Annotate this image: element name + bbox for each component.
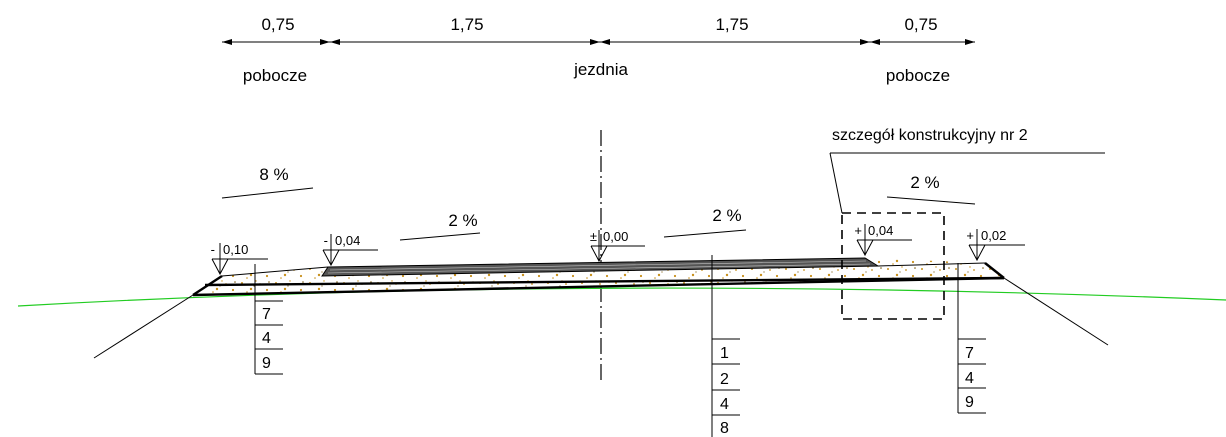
- zone-label-left: pobocze: [243, 66, 307, 85]
- layer-number: 4: [262, 330, 271, 347]
- elevation-marker-right-lane-edge: + 0,04: [854, 223, 912, 257]
- dimension-right-lane: 1,75: [715, 15, 748, 34]
- detail-box: [841, 212, 945, 320]
- slope-line-left-lane: [399, 232, 481, 241]
- layer-table-center: 1 2 4 8: [711, 255, 740, 437]
- elevation-marker-axis: ± 0,00: [590, 229, 645, 263]
- elevation-value: 0,04: [868, 223, 893, 238]
- elevation-sign: +: [966, 228, 974, 243]
- elevation-value: 0,02: [981, 228, 1006, 243]
- layer-table-right: 7 4 9: [957, 263, 986, 414]
- elevation-marker-left-edge: - 0,10: [211, 242, 268, 276]
- zone-label-right: pobocze: [886, 66, 950, 85]
- elevation-value: 0,04: [335, 233, 360, 248]
- slope-line-right-shoulder: [886, 196, 976, 205]
- elevation-sign: +: [854, 223, 862, 238]
- layer-number: 2: [720, 371, 729, 388]
- elevation-sign: ±: [590, 229, 597, 244]
- slope-right-shoulder: 2 %: [910, 173, 939, 192]
- elevation-value: 0,00: [603, 229, 628, 244]
- slope-left-lane: 2 %: [448, 211, 477, 230]
- layer-number: 9: [965, 394, 974, 411]
- elevation-sign: -: [211, 242, 215, 257]
- layer-number: 4: [965, 370, 974, 387]
- left-slope-line: [93, 294, 194, 359]
- layer-number: 7: [262, 306, 271, 323]
- slope-line-left-shoulder: [221, 187, 314, 199]
- road-structure: [192, 257, 1005, 297]
- layer-number: 4: [720, 396, 729, 413]
- slope-left-shoulder: 8 %: [259, 165, 288, 184]
- layer-table-left: 7 4 9: [254, 264, 283, 375]
- right-slope-line: [1003, 277, 1109, 346]
- detail-leader-line: [829, 152, 843, 214]
- slope-line-right-lane: [663, 229, 747, 238]
- layer-number: 1: [720, 345, 729, 362]
- dimension-left-shoulder: 0,75: [261, 15, 294, 34]
- elevation-marker-left-lane-edge: - 0,04: [322, 233, 378, 267]
- detail-label: szczegół konstrukcyjny nr 2: [832, 127, 1028, 144]
- dimension-right-shoulder: 0,75: [904, 15, 937, 34]
- elevation-marker-right-edge: + 0,02: [966, 228, 1025, 262]
- dimension-left-lane: 1,75: [450, 15, 483, 34]
- slope-right-lane: 2 %: [712, 206, 741, 225]
- elevation-value: 0,10: [223, 242, 248, 257]
- layer-number: 7: [965, 345, 974, 362]
- layer-number: 9: [262, 355, 271, 372]
- layer-number: 8: [720, 420, 729, 437]
- elevation-sign: -: [324, 233, 328, 248]
- zone-label-center: jezdnia: [573, 60, 628, 79]
